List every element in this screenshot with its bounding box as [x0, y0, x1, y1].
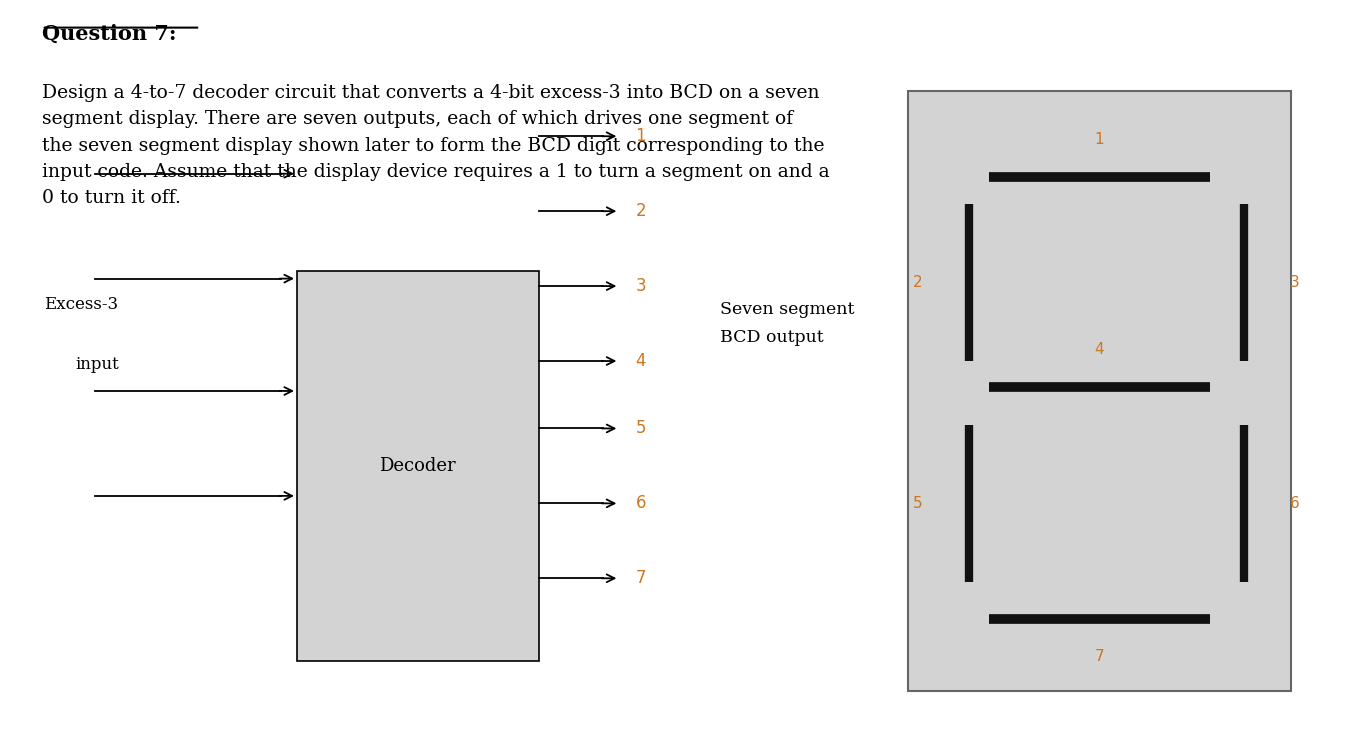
- Text: Design a 4-to-7 decoder circuit that converts a 4-bit excess-3 into BCD on a sev: Design a 4-to-7 decoder circuit that con…: [42, 83, 829, 208]
- Text: 2: 2: [913, 274, 922, 290]
- Text: 1: 1: [1094, 132, 1104, 147]
- Bar: [909, 91, 1291, 690]
- Text: Excess-3: Excess-3: [44, 296, 118, 314]
- Text: 1: 1: [635, 127, 646, 145]
- Bar: [297, 271, 538, 661]
- Text: Decoder: Decoder: [380, 457, 456, 475]
- Text: Seven segment
BCD output: Seven segment BCD output: [720, 301, 855, 347]
- Text: 5: 5: [913, 496, 922, 511]
- Text: input: input: [75, 356, 118, 373]
- Text: 6: 6: [1289, 496, 1300, 511]
- Text: 3: 3: [1289, 274, 1300, 290]
- Text: 2: 2: [635, 202, 646, 220]
- Text: 5: 5: [635, 420, 646, 438]
- Text: 6: 6: [635, 494, 646, 512]
- Text: 3: 3: [635, 277, 646, 295]
- Text: 4: 4: [635, 352, 646, 370]
- Text: Question 7:: Question 7:: [42, 24, 176, 44]
- Text: 4: 4: [1094, 342, 1104, 357]
- Text: 7: 7: [1094, 650, 1104, 665]
- Text: 7: 7: [635, 569, 646, 587]
